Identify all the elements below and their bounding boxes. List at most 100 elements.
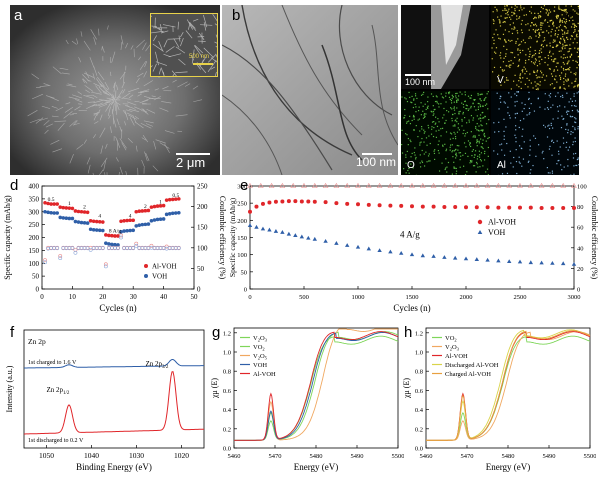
voh-point <box>64 216 69 220</box>
discharged-spectrum <box>24 371 204 435</box>
al-voh-point <box>94 219 99 224</box>
ce-point <box>398 182 405 188</box>
voh-point <box>388 249 393 254</box>
x-tick-label: 5480 <box>310 453 323 460</box>
x-tick-label: 5480 <box>502 453 515 460</box>
panel-letter-e: e <box>240 177 249 194</box>
y-tick-label: 0.2 <box>223 426 231 433</box>
y-tick-label: 150 <box>29 247 40 255</box>
al-voh-point <box>572 205 576 210</box>
ce-voh-point <box>100 246 105 251</box>
voh-point <box>312 236 317 241</box>
voh-point <box>528 260 533 265</box>
y-tick-label: 350 <box>29 195 40 203</box>
voh-point <box>507 259 512 264</box>
voh-point <box>116 243 120 247</box>
x-tick-label: 1020 <box>174 451 189 460</box>
voh-point <box>539 260 544 265</box>
ce-point <box>376 182 383 188</box>
rate-label: 4 <box>129 214 132 220</box>
voh-point <box>334 241 339 245</box>
voh-point <box>82 221 87 225</box>
al-voh-point <box>293 199 298 204</box>
al-voh-point <box>146 208 151 213</box>
al-voh-point <box>76 209 81 214</box>
ce-al-voh-point <box>43 258 47 263</box>
peak-label-2p12: Zn 2p1/2 <box>47 386 70 396</box>
panel-letter-c: c <box>566 7 574 24</box>
y-axis-label: χμ (E) <box>210 378 219 399</box>
al-voh-point <box>323 200 328 205</box>
ce-point <box>290 182 297 188</box>
al-voh-point <box>73 209 78 213</box>
rate-label: 2 <box>83 205 86 211</box>
xanes-curve-4 <box>234 331 399 441</box>
legend-label: V2O3 <box>253 335 268 343</box>
al-voh-point <box>67 206 72 210</box>
x-axis-label: Energy (eV) <box>486 462 531 472</box>
y-tick-label: 0.6 <box>415 388 424 395</box>
ce-point <box>322 182 329 188</box>
xanes-curve-1 <box>234 335 399 441</box>
voh-point <box>442 255 447 259</box>
legend-label: Al-VOH <box>253 371 276 378</box>
al-voh-point <box>539 205 544 210</box>
voh-point <box>91 227 96 232</box>
eds-map-label-v: V <box>497 75 504 86</box>
al-voh-point <box>61 205 66 210</box>
voh-point <box>61 216 66 220</box>
ce-point <box>560 182 567 188</box>
ce-point <box>484 182 491 188</box>
rate-label: 4 <box>98 214 101 220</box>
xanes-curve-4 <box>426 330 591 441</box>
al-voh-point <box>107 233 111 238</box>
voh-point <box>170 211 175 216</box>
x-tick-label: 10 <box>69 293 77 301</box>
voh-point <box>164 212 169 217</box>
al-voh-point <box>125 218 129 223</box>
legend-label: VOH <box>253 362 267 369</box>
al-voh-point <box>52 202 56 206</box>
x-tick-label: 3000 <box>568 294 581 301</box>
x-tick-label: 30 <box>130 293 138 301</box>
x-axis-label: Binding Energy (eV) <box>76 462 152 472</box>
rate-label: 2 <box>144 204 147 210</box>
ce-al-voh-point <box>73 247 78 252</box>
ce-voh-point <box>103 264 108 269</box>
y-tick-label: 100 <box>29 260 40 268</box>
y-axis-label: Intensity (a.u.) <box>5 365 14 412</box>
x-tick-label: 0 <box>40 293 44 301</box>
chart-e-long-cycling: 0 500 1000 1500 2000 2500 30000501001502002503… <box>228 182 599 313</box>
panel-letter-b: b <box>232 7 241 24</box>
y-tick-label: 0.8 <box>415 369 423 376</box>
legend-text: VOH <box>253 362 267 369</box>
x-tick-label: 1040 <box>84 451 99 460</box>
voh-point <box>146 222 151 226</box>
legend-subscript: 2 <box>262 347 264 352</box>
al-voh-point <box>377 203 382 208</box>
y-axis-label: χμ (E) <box>402 378 411 399</box>
y-tick-label: 1.0 <box>223 350 231 357</box>
y2-tick-label: 200 <box>197 203 208 211</box>
x-axis-label: Cycles (n) <box>99 303 136 313</box>
legend-marker-voh <box>144 274 148 278</box>
al-voh-point <box>518 205 522 210</box>
al-voh-point <box>254 204 259 209</box>
voh-point <box>58 215 63 220</box>
ce-point <box>538 182 545 188</box>
voh-point <box>299 234 305 239</box>
al-voh-point <box>134 209 139 214</box>
x-tick-label: 50 <box>191 293 199 301</box>
voh-point <box>293 233 298 237</box>
legend-label: VO2 <box>445 335 457 343</box>
ce-point <box>495 182 502 188</box>
eds-map-grid <box>401 5 579 175</box>
al-voh-point <box>550 205 555 210</box>
al-voh-point <box>101 220 105 224</box>
x-tick-label: 5460 <box>420 453 433 460</box>
x-tick-label: 5500 <box>392 453 405 460</box>
voh-point <box>155 217 160 222</box>
ce-point <box>257 182 264 188</box>
al-voh-point <box>46 201 50 206</box>
ce-point <box>268 182 275 188</box>
